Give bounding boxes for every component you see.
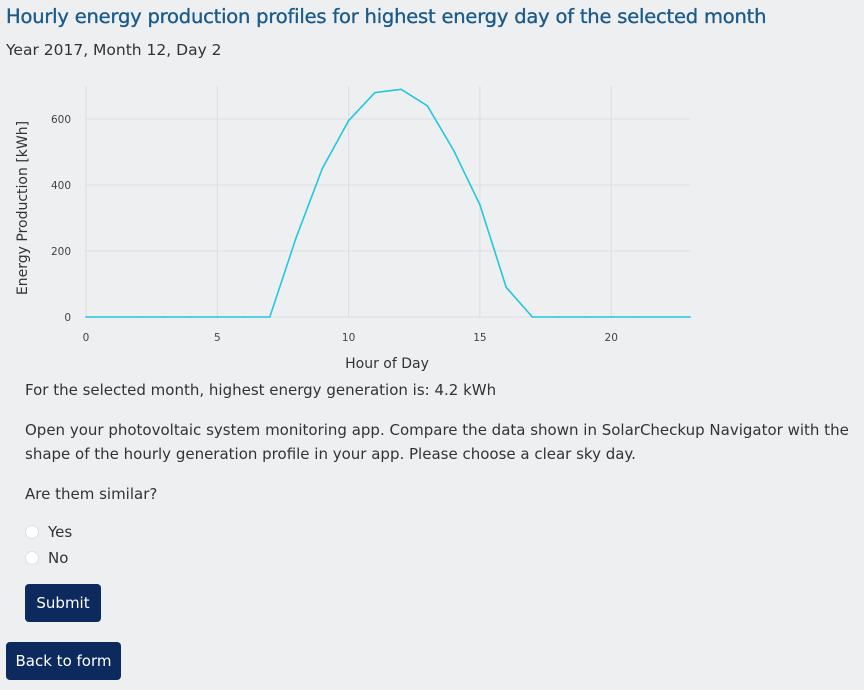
data-point (137, 316, 140, 318)
page-subtitle: Year 2017, Month 12, Day 2 (6, 41, 222, 59)
data-point (610, 316, 613, 318)
data-point (531, 316, 534, 318)
x-tick-label: 10 (342, 332, 355, 344)
y-tick-labels: 0 200 400 600 (51, 114, 71, 324)
data-point (689, 316, 691, 318)
data-point (295, 237, 297, 239)
data-point (452, 149, 455, 152)
data-point (111, 316, 114, 318)
x-axis-label: Hour of Day (345, 356, 429, 372)
radio-no-label[interactable]: No (48, 549, 69, 567)
y-tick-label: 600 (51, 114, 71, 126)
data-point (321, 167, 324, 170)
x-tick-label: 5 (214, 332, 221, 344)
radio-no-circle[interactable] (25, 551, 39, 565)
data-point (557, 316, 560, 318)
data-point (374, 91, 376, 94)
data-point (662, 316, 665, 318)
data-point (479, 204, 481, 206)
x-tick-label: 0 (83, 332, 90, 344)
data-point (584, 316, 586, 318)
data-point (505, 286, 507, 289)
data-point (242, 316, 245, 318)
data-point (400, 88, 402, 91)
x-tick-labels: 0 5 10 15 20 (83, 332, 618, 344)
y-tick-label: 400 (51, 180, 71, 192)
series-points (85, 88, 691, 318)
submit-button[interactable]: Submit (25, 584, 101, 622)
radio-yes-circle[interactable] (25, 525, 39, 539)
page-title: Hourly energy production profiles for hi… (6, 5, 767, 28)
x-tick-label: 15 (473, 332, 486, 344)
data-point (216, 316, 219, 318)
data-point (269, 316, 271, 318)
back-to-form-button[interactable]: Back to form (6, 642, 121, 680)
data-point (190, 316, 192, 318)
y-axis-label: Energy Production [kWh] (15, 121, 31, 295)
highest-energy-text: For the selected month, highest energy g… (25, 381, 497, 399)
data-point (426, 105, 429, 107)
x-tick-label: 20 (605, 332, 618, 344)
y-tick-label: 0 (64, 312, 71, 324)
data-point (347, 119, 350, 122)
chart-grid (85, 86, 690, 318)
radio-yes-label[interactable]: Yes (48, 523, 73, 541)
instructions-text: Open your photovoltaic system monitoring… (25, 421, 849, 463)
energy-line-chart: 0 5 10 15 20 0 200 400 600 Hour of Day Energy P… (15, 86, 691, 372)
data-point (85, 316, 87, 318)
radio-option-yes[interactable]: Yes (25, 523, 72, 541)
series-line (86, 88, 690, 318)
data-point (163, 316, 166, 318)
radio-option-no[interactable]: No (25, 549, 68, 567)
y-tick-label: 200 (51, 246, 71, 258)
similarity-question: Are them similar? (25, 485, 158, 503)
data-point (636, 316, 639, 318)
